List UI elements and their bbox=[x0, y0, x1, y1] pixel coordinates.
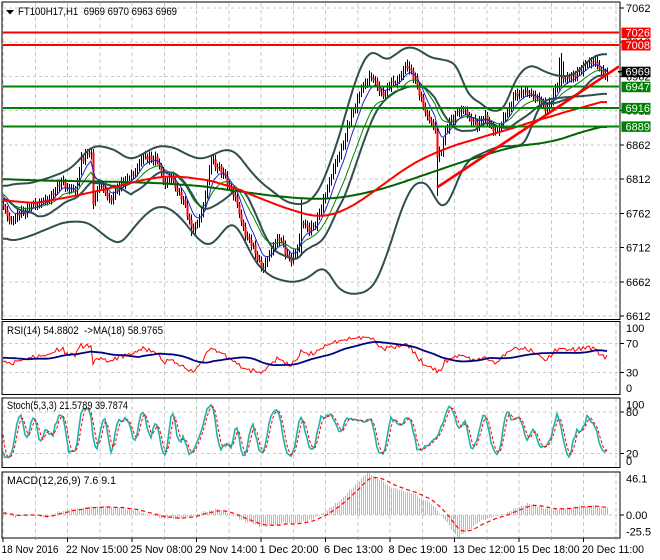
svg-text:6889: 6889 bbox=[626, 121, 650, 133]
svg-text:20 Dec 11:00: 20 Dec 11:00 bbox=[582, 544, 644, 556]
svg-text:0: 0 bbox=[626, 456, 632, 468]
svg-text:6862: 6862 bbox=[626, 140, 650, 152]
svg-text:46.1: 46.1 bbox=[626, 474, 647, 486]
svg-text:6947: 6947 bbox=[626, 82, 650, 94]
svg-text:RSI(14) 54.8802 ->MA(18) 58.9: RSI(14) 54.8802 ->MA(18) 58.9765 bbox=[7, 325, 163, 337]
svg-text:20: 20 bbox=[626, 449, 638, 461]
svg-text:6612: 6612 bbox=[626, 311, 650, 323]
svg-text:6762: 6762 bbox=[626, 208, 650, 220]
svg-text:MACD(12,26,9) 7.6 9.1: MACD(12,26,9) 7.6 9.1 bbox=[7, 475, 116, 487]
svg-text:7008: 7008 bbox=[626, 40, 650, 52]
svg-text:30: 30 bbox=[626, 368, 638, 380]
svg-text:18 Nov 2016: 18 Nov 2016 bbox=[2, 544, 59, 556]
svg-text:25 Nov 08:00: 25 Nov 08:00 bbox=[131, 544, 193, 556]
svg-text:6812: 6812 bbox=[626, 174, 650, 186]
svg-text:100: 100 bbox=[626, 323, 644, 335]
svg-text:6916: 6916 bbox=[626, 103, 650, 115]
svg-text:0: 0 bbox=[626, 383, 632, 395]
svg-text:29 Nov 14:00: 29 Nov 14:00 bbox=[195, 544, 257, 556]
svg-text:100: 100 bbox=[626, 400, 644, 412]
svg-text:6 Dec 13:00: 6 Dec 13:00 bbox=[324, 544, 383, 556]
svg-text:1 Dec 20:00: 1 Dec 20:00 bbox=[260, 544, 319, 556]
svg-text:Stoch(5,3,3) 21.5789 39.7874: Stoch(5,3,3) 21.5789 39.7874 bbox=[7, 400, 128, 412]
svg-text:70: 70 bbox=[626, 338, 638, 350]
svg-text:0.00: 0.00 bbox=[626, 510, 647, 522]
svg-text:6712: 6712 bbox=[626, 243, 650, 255]
svg-text:22 Nov 15:00: 22 Nov 15:00 bbox=[66, 544, 128, 556]
svg-text:6662: 6662 bbox=[626, 277, 650, 289]
svg-text:80: 80 bbox=[626, 407, 638, 419]
svg-text:13 Dec 12:00: 13 Dec 12:00 bbox=[453, 544, 515, 556]
svg-text:FT100H17,H1 6969 6970 6963 69: FT100H17,H1 6969 6970 6963 6969 bbox=[18, 6, 177, 18]
svg-text:15 Dec 18:00: 15 Dec 18:00 bbox=[518, 544, 580, 556]
svg-text:7062: 7062 bbox=[626, 3, 650, 15]
svg-text:7026: 7026 bbox=[626, 28, 650, 40]
svg-text:8 Dec 19:00: 8 Dec 19:00 bbox=[389, 544, 448, 556]
svg-text:-25.5: -25.5 bbox=[626, 527, 651, 539]
svg-text:6969: 6969 bbox=[626, 67, 650, 79]
